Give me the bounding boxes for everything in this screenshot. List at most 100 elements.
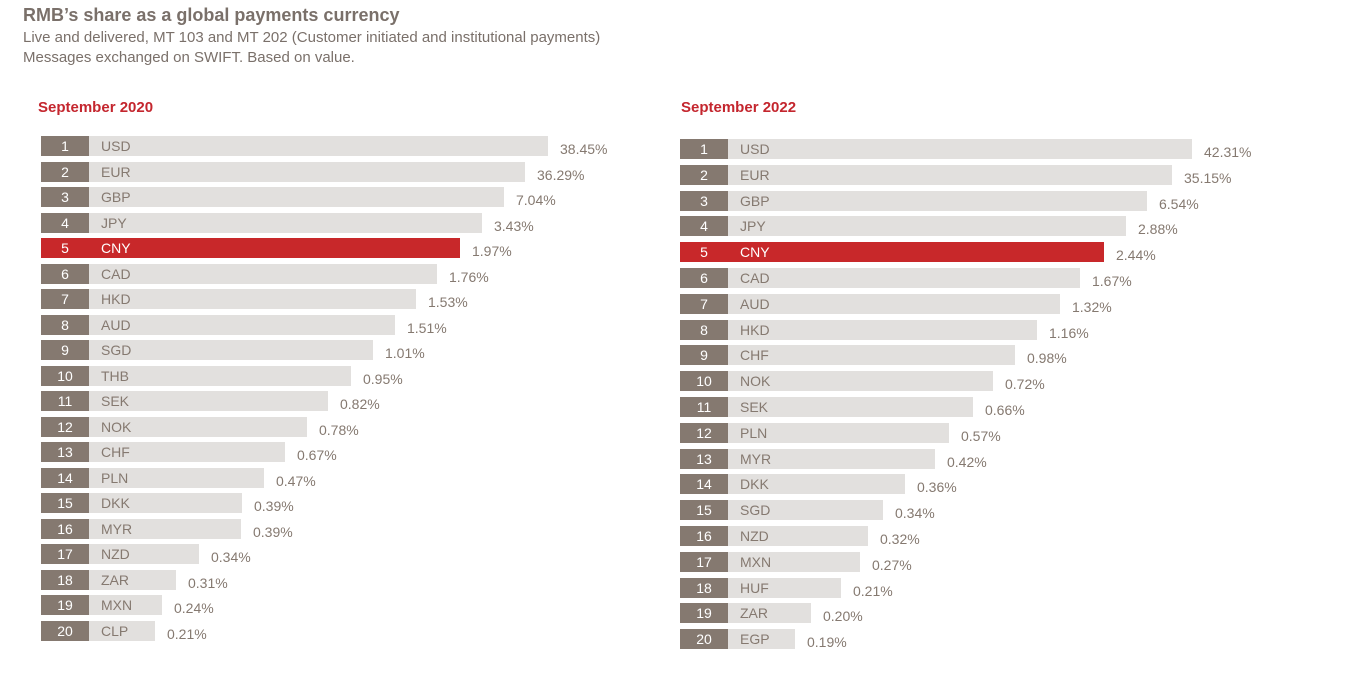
value-label: 36.29% xyxy=(537,167,585,183)
bar xyxy=(89,264,437,284)
rank-label: 15 xyxy=(680,500,728,520)
currency-label: NOK xyxy=(101,419,132,435)
bar-row-zar: 18 ZAR 0.31% xyxy=(41,570,228,591)
currency-label: NOK xyxy=(740,373,771,389)
panel-title-2022: September 2022 xyxy=(681,99,797,116)
rank-label: 11 xyxy=(41,391,89,411)
rank-label: 17 xyxy=(41,544,89,564)
bar xyxy=(89,493,242,513)
rank-label: 6 xyxy=(41,264,89,284)
bar xyxy=(89,162,525,182)
value-label: 0.24% xyxy=(174,600,214,616)
chart-note: Messages exchanged on SWIFT. Based on va… xyxy=(23,49,355,66)
value-label: 2.44% xyxy=(1116,247,1156,263)
bar-row-cny: 5 CNY 1.97% xyxy=(41,238,512,259)
bar xyxy=(89,391,328,411)
bar xyxy=(89,187,504,207)
rank-label: 8 xyxy=(41,315,89,335)
bar xyxy=(728,397,973,417)
bar xyxy=(89,315,395,335)
currency-label: USD xyxy=(101,138,131,154)
value-label: 1.01% xyxy=(385,345,425,361)
currency-label: NZD xyxy=(101,546,130,562)
value-label: 0.42% xyxy=(947,454,987,470)
bar xyxy=(728,242,1104,262)
bar xyxy=(89,417,307,437)
bar-row-myr: 16 MYR 0.39% xyxy=(41,519,293,540)
value-label: 1.16% xyxy=(1049,325,1089,341)
bar-row-nzd: 16 NZD 0.32% xyxy=(680,526,920,547)
bar xyxy=(728,165,1172,185)
bar-row-egp: 20 EGP 0.19% xyxy=(680,629,847,650)
bar xyxy=(89,621,155,641)
currency-label: MXN xyxy=(740,554,772,570)
bar xyxy=(89,519,241,539)
rank-label: 17 xyxy=(680,552,728,572)
value-label: 38.45% xyxy=(560,141,608,157)
currency-label: GBP xyxy=(101,189,131,205)
value-label: 1.67% xyxy=(1092,273,1132,289)
value-label: 0.39% xyxy=(254,498,294,514)
value-label: 0.66% xyxy=(985,402,1025,418)
bar-row-usd: 1 USD 42.31% xyxy=(680,139,1251,160)
chart-subtitle: Live and delivered, MT 103 and MT 202 (C… xyxy=(23,29,601,46)
value-label: 1.51% xyxy=(407,320,447,336)
bar xyxy=(728,552,860,572)
bar xyxy=(728,371,993,391)
bar xyxy=(89,595,162,615)
value-label: 6.54% xyxy=(1159,196,1199,212)
currency-label: JPY xyxy=(101,215,127,231)
rank-label: 10 xyxy=(41,366,89,386)
bar-row-mxn: 17 MXN 0.27% xyxy=(680,552,912,573)
currency-label: MXN xyxy=(101,597,133,613)
bar-row-huf: 18 HUF 0.21% xyxy=(680,578,893,599)
rank-label: 10 xyxy=(680,371,728,391)
currency-label: CNY xyxy=(740,244,770,260)
value-label: 0.20% xyxy=(823,608,863,624)
currency-label: CHF xyxy=(101,444,130,460)
value-label: 0.21% xyxy=(853,583,893,599)
value-label: 0.39% xyxy=(253,524,293,540)
rank-label: 1 xyxy=(41,136,89,156)
rank-label: 7 xyxy=(680,294,728,314)
currency-label: THB xyxy=(101,368,129,384)
value-label: 0.72% xyxy=(1005,376,1045,392)
bar-row-thb: 10 THB 0.95% xyxy=(41,366,403,387)
bar-row-gbp: 3 GBP 7.04% xyxy=(41,187,556,208)
currency-label: PLN xyxy=(740,425,768,441)
bar xyxy=(728,500,883,520)
bar-row-sgd: 15 SGD 0.34% xyxy=(680,500,935,521)
currency-label: HUF xyxy=(740,580,769,596)
bar-row-sek: 11 SEK 0.82% xyxy=(41,391,380,412)
bar-row-cad: 6 CAD 1.67% xyxy=(680,268,1132,289)
bar xyxy=(89,213,482,233)
bar-row-clp: 20 CLP 0.21% xyxy=(41,621,207,642)
rank-label: 2 xyxy=(41,162,89,182)
value-label: 0.27% xyxy=(872,557,912,573)
currency-label: SGD xyxy=(101,342,132,358)
rank-label: 9 xyxy=(680,345,728,365)
value-label: 1.97% xyxy=(472,243,512,259)
currency-label: CAD xyxy=(101,266,131,282)
chart-title: RMB’s share as a global payments currenc… xyxy=(23,5,400,25)
value-label: 0.21% xyxy=(167,626,207,642)
currency-label: AUD xyxy=(740,296,770,312)
bar-row-chf: 9 CHF 0.98% xyxy=(680,345,1067,366)
rank-label: 3 xyxy=(680,191,728,211)
bar xyxy=(728,268,1080,288)
bar-row-sgd: 9 SGD 1.01% xyxy=(41,340,425,361)
currency-label: JPY xyxy=(740,218,766,234)
bar-row-pln: 14 PLN 0.47% xyxy=(41,468,316,489)
rank-label: 18 xyxy=(680,578,728,598)
bar-row-cad: 6 CAD 1.76% xyxy=(41,264,489,285)
bar xyxy=(89,570,176,590)
bar-row-hkd: 8 HKD 1.16% xyxy=(680,320,1089,341)
value-label: 0.98% xyxy=(1027,350,1067,366)
currency-label: ZAR xyxy=(740,605,768,621)
bar-row-nok: 10 NOK 0.72% xyxy=(680,371,1045,392)
bar-row-jpy: 4 JPY 3.43% xyxy=(41,213,534,234)
rank-label: 19 xyxy=(680,603,728,623)
currency-label: MYR xyxy=(101,521,133,537)
value-label: 1.53% xyxy=(428,294,468,310)
currency-label: CHF xyxy=(740,347,769,363)
